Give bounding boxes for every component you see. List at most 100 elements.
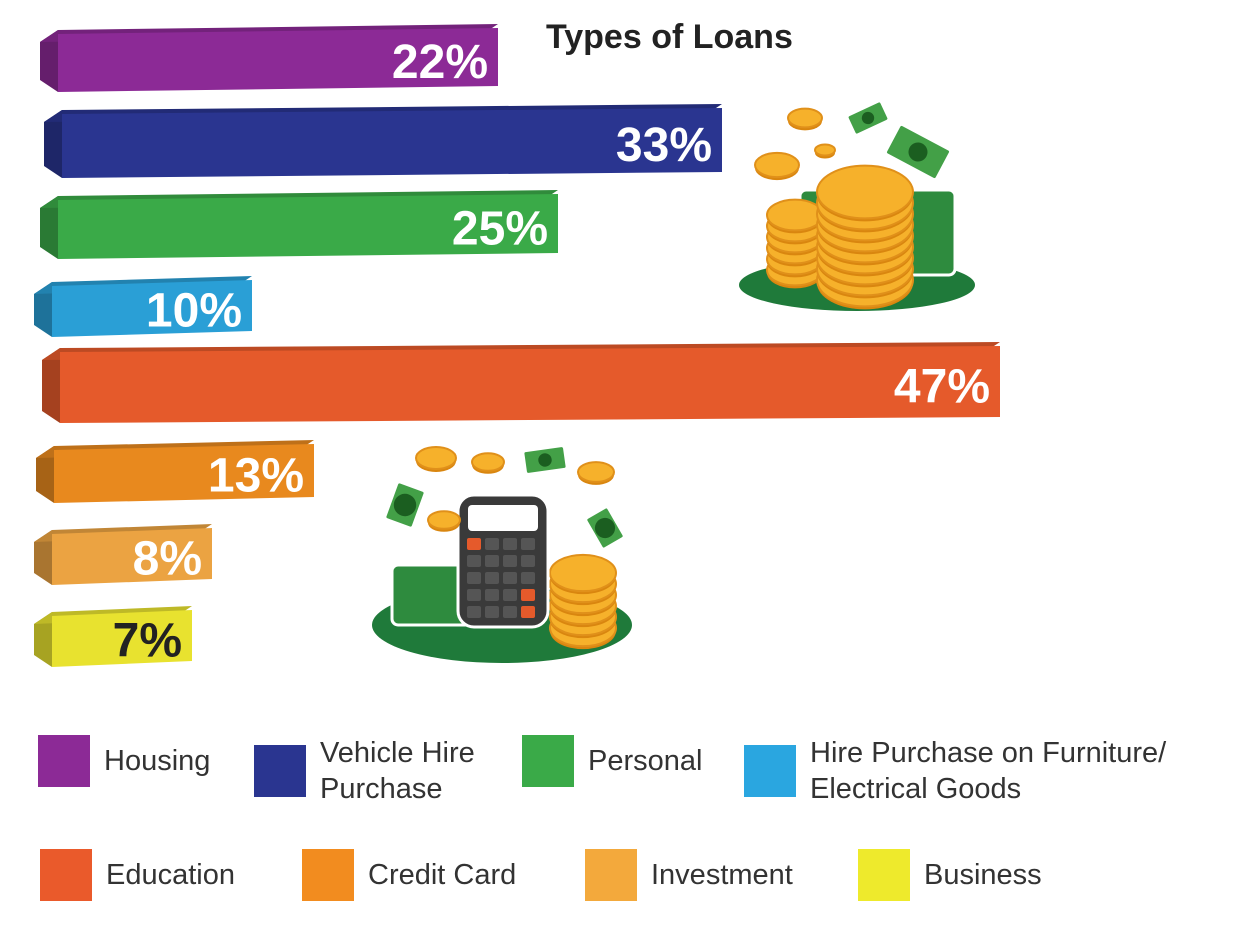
calculator-key: [503, 606, 517, 618]
floating-bill-1-seal: [861, 111, 875, 125]
calc-floating-bill-2: [383, 480, 427, 530]
calc-floating-coin-2: [471, 452, 505, 474]
calculator-key: [503, 555, 517, 567]
coin-stack-left-coin-5-face: [766, 198, 824, 232]
bar-value-label-hire-purchase-on-furniture-electrical-goods: 10%: [146, 285, 242, 338]
legend-label-education: Education: [106, 859, 235, 891]
calculator-key: [467, 572, 481, 584]
legend-swatch-education: [40, 849, 92, 901]
legend-item-education: Education: [40, 849, 235, 901]
bar-side-business: [34, 612, 52, 667]
calculator-money-icon: [372, 444, 632, 663]
bar-hire-purchase-on-furniture-electrical-goods: [52, 280, 252, 337]
bar-investment: [52, 528, 212, 585]
legend-item-investment: Investment: [585, 849, 793, 901]
calculator-key: [467, 555, 481, 567]
calc-floating-bill-1-seal: [538, 453, 552, 467]
chart-title: Types of Loans: [546, 18, 793, 56]
legend-swatch-housing: [38, 735, 90, 787]
calc-coin-stack-coin-5-face: [549, 553, 617, 593]
bar-side-housing: [40, 30, 58, 92]
floating-coin-2-face: [787, 107, 823, 129]
bar-education: [60, 346, 1000, 423]
calc-floating-coin-2-face: [471, 452, 505, 472]
calculator-key: [485, 606, 499, 618]
floating-bill-2: [883, 122, 953, 182]
floating-coin-1: [754, 151, 800, 181]
floating-coin-3-face: [814, 143, 836, 157]
legend-item-personal: Personal: [522, 735, 702, 787]
calculator-key: [467, 538, 481, 550]
calculator-key: [503, 538, 517, 550]
decorations-group: [372, 99, 975, 663]
calc-floating-coin-3: [577, 461, 615, 485]
calculator-key: [521, 589, 535, 601]
bar-side-investment: [34, 530, 52, 585]
bar-side-credit-card: [36, 446, 54, 503]
calc-floating-coin-1: [415, 446, 457, 472]
calc-coin-stack-coin-5: [549, 553, 617, 595]
calculator-key: [467, 589, 481, 601]
bar-value-label-investment: 8%: [133, 533, 202, 586]
legend-swatch-hire-purchase-furniture: [744, 745, 796, 797]
legend-label-hire-purchase-furniture: Hire Purchase on Furniture/ Electrical G…: [810, 737, 1167, 805]
floating-bill-1: [845, 99, 891, 137]
coin-stack-right-coin-8-face: [816, 164, 914, 220]
legend-swatch-credit-card: [302, 849, 354, 901]
floating-bill-2-seal: [908, 142, 928, 162]
legend-label-credit-card: Credit Card: [368, 859, 517, 891]
legend-label-business: Business: [924, 859, 1042, 891]
legend-swatch-vehicle-hire-purchase: [254, 745, 306, 797]
legend-swatch-business: [858, 849, 910, 901]
calc-floating-coin-1-face: [415, 446, 457, 470]
bar-side-education: [42, 348, 60, 423]
legend-label-personal: Personal: [588, 745, 703, 777]
floating-coin-1-face: [754, 151, 800, 179]
legend-label-investment: Investment: [651, 859, 793, 891]
coin-stack-right-coin-8: [816, 164, 914, 222]
legend-item-hire-purchase-furniture: Hire Purchase on Furniture/ Electrical G…: [744, 735, 1166, 807]
money-stack-coins-icon: [739, 99, 975, 311]
bar-value-label-vehicle-hire-purchase: 33%: [616, 119, 712, 172]
legend-label-housing: Housing: [104, 745, 211, 777]
calculator-key: [521, 606, 535, 618]
bar-housing: [58, 28, 498, 92]
bar-value-label-education: 47%: [894, 361, 990, 414]
legend-swatch-personal: [522, 735, 574, 787]
bar-value-label-credit-card: 13%: [208, 450, 304, 503]
calculator-key: [485, 538, 499, 550]
calculator-key: [485, 572, 499, 584]
coin-stack-left-coin-5: [766, 198, 824, 234]
bar-value-label-personal: 25%: [452, 203, 548, 256]
legend-item-credit-card: Credit Card: [302, 849, 516, 901]
calculator-key: [485, 589, 499, 601]
calc-floating-coin-3-face: [577, 461, 615, 483]
legend-item-business: Business: [858, 849, 1042, 901]
calculator-key: [521, 555, 535, 567]
bar-credit-card: [54, 444, 314, 503]
calculator-key: [521, 538, 535, 550]
bar-side-personal: [40, 196, 58, 259]
bar-side-vehicle-hire-purchase: [44, 110, 62, 178]
calculator-key: [485, 555, 499, 567]
calc-floating-bill-3: [584, 505, 626, 551]
floating-coin-2: [787, 107, 823, 131]
bar-side-hire-purchase-on-furniture-electrical-goods: [34, 282, 52, 337]
bar-value-label-business: 7%: [113, 615, 182, 668]
calc-floating-coin-4: [427, 510, 461, 532]
calc-floating-bill-1: [521, 444, 569, 476]
calculator-screen: [468, 505, 538, 531]
calc-floating-bill-3-seal: [594, 517, 616, 539]
bar-personal: [58, 194, 558, 259]
calculator-key: [521, 572, 535, 584]
bar-vehicle-hire-purchase: [62, 108, 722, 178]
bar-business: [52, 610, 192, 667]
bars-group: 22% 33% 25% 10% 47% 13%8% 7%: [34, 24, 1000, 668]
calc-floating-bill-2-seal: [393, 493, 417, 517]
calc-floating-coin-4-face: [427, 510, 461, 530]
calculator-key: [503, 572, 517, 584]
legend-item-housing: Housing: [38, 735, 210, 787]
legend-item-vehicle-hire-purchase: Vehicle Hire Purchase: [254, 735, 475, 807]
calculator-key: [503, 589, 517, 601]
